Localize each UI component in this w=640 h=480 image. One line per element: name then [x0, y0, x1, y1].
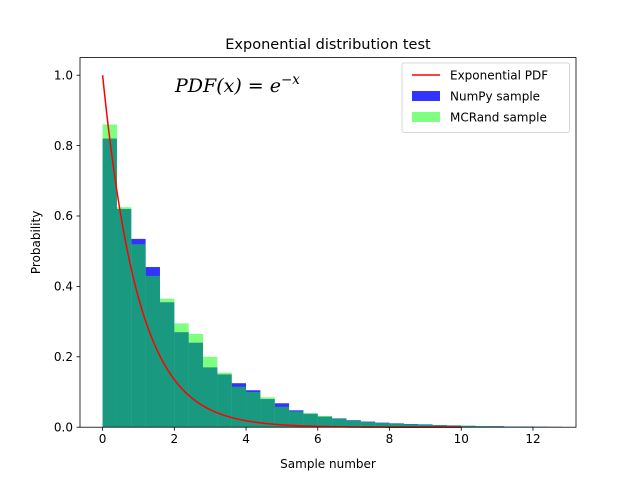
mcrand-bar [145, 275, 160, 428]
legend-mcrand-label: MCRand sample [450, 111, 547, 125]
x-tick-label: 10 [454, 432, 469, 446]
x-tick-label: 4 [242, 432, 250, 446]
mcrand-bar [375, 422, 390, 428]
mcrand-bar [461, 425, 476, 428]
y-tick-label: 1.0 [54, 68, 73, 82]
mcrand-bar [231, 386, 247, 428]
mcrand-bar [188, 333, 204, 428]
legend-numpy-label: NumPy sample [450, 90, 540, 104]
x-axis-label: Sample number [280, 457, 376, 471]
mcrand-bar [131, 244, 146, 428]
mcrand-histogram [102, 124, 562, 428]
y-tick-label: 0.0 [54, 420, 73, 434]
mcrand-bar [159, 298, 175, 428]
mcrand-bar [102, 124, 117, 428]
y-axis-ticks: 0.0 0.2 0.4 0.6 0.8 1.0 [54, 68, 80, 434]
y-tick-label: 0.8 [54, 139, 73, 153]
legend-mcrand-swatch [412, 112, 440, 122]
x-tick-label: 2 [171, 432, 179, 446]
mcrand-bar [174, 323, 189, 428]
mcrand-bar [274, 406, 290, 428]
mcrand-bar [346, 420, 361, 428]
x-tick-label: 8 [386, 432, 394, 446]
mcrand-bar [360, 421, 376, 428]
mcrand-bar [203, 356, 218, 428]
mcrand-bar [303, 413, 318, 428]
y-axis-label: Probability [29, 211, 43, 274]
mcrand-bar [116, 207, 132, 428]
mcrand-bar [289, 411, 304, 428]
axes-frame [79, 57, 577, 428]
x-tick-label: 12 [525, 432, 540, 446]
x-tick-label: 6 [314, 432, 322, 446]
mcrand-bar [246, 392, 261, 428]
chart-title: Exponential distribution test [225, 37, 431, 53]
mcrand-bar [217, 372, 232, 428]
legend-pdf-label: Exponential PDF [450, 69, 548, 83]
x-tick-label: 0 [99, 432, 107, 446]
mcrand-bar [418, 424, 433, 428]
y-tick-label: 0.4 [54, 280, 73, 294]
pdf-formula-text: PDF(x) = e [174, 75, 281, 97]
mcrand-bar [260, 397, 275, 428]
x-axis-ticks: 0 2 4 6 8 10 12 [99, 427, 541, 446]
legend: Exponential PDF NumPy sample MCRand samp… [401, 62, 570, 133]
mcrand-bar [403, 424, 419, 428]
mcrand-bar [475, 426, 490, 428]
mcrand-bar [432, 425, 447, 428]
mcrand-bar [332, 418, 347, 428]
pdf-formula-exponent: −x [281, 72, 300, 88]
y-tick-label: 0.6 [54, 209, 73, 223]
legend-numpy-swatch [412, 91, 440, 101]
mcrand-bar [389, 423, 404, 428]
y-tick-label: 0.2 [54, 350, 73, 364]
mcrand-bar [317, 415, 333, 428]
legend-box [401, 62, 570, 133]
pdf-formula-annotation: PDF(x) = e−x [174, 72, 300, 97]
